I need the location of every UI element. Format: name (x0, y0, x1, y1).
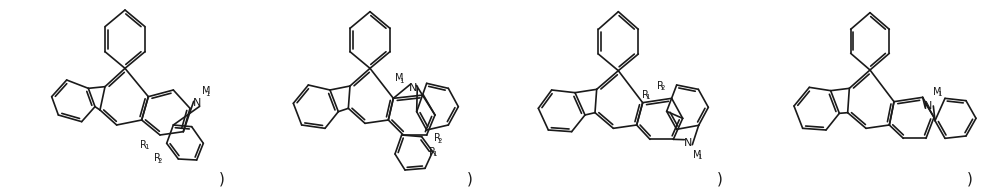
Text: R: R (434, 133, 441, 143)
Text: 2: 2 (660, 85, 665, 91)
Text: 1: 1 (645, 94, 650, 100)
Text: R: R (154, 153, 161, 163)
Text: 1: 1 (937, 91, 941, 97)
Text: N: N (924, 101, 933, 111)
Text: 1: 1 (399, 78, 403, 84)
Text: ): ) (219, 171, 225, 186)
Text: R: R (642, 90, 649, 100)
Text: R: R (657, 81, 664, 91)
Text: R: R (140, 140, 147, 150)
Text: ): ) (967, 171, 973, 186)
Text: ): ) (717, 171, 723, 186)
Text: M: M (933, 87, 942, 97)
Text: 1: 1 (205, 91, 210, 97)
Text: R: R (429, 147, 436, 157)
Text: M: M (202, 86, 210, 96)
Text: 2: 2 (157, 158, 162, 164)
Text: ): ) (467, 171, 473, 186)
Text: 2: 2 (437, 138, 442, 144)
Text: 1: 1 (432, 151, 437, 157)
Text: 1: 1 (144, 144, 148, 151)
Text: M: M (693, 150, 702, 160)
Text: M: M (395, 73, 404, 83)
Text: N: N (684, 138, 693, 148)
Text: 1: 1 (697, 154, 701, 160)
Text: N: N (192, 98, 201, 108)
Text: N: N (409, 83, 418, 93)
